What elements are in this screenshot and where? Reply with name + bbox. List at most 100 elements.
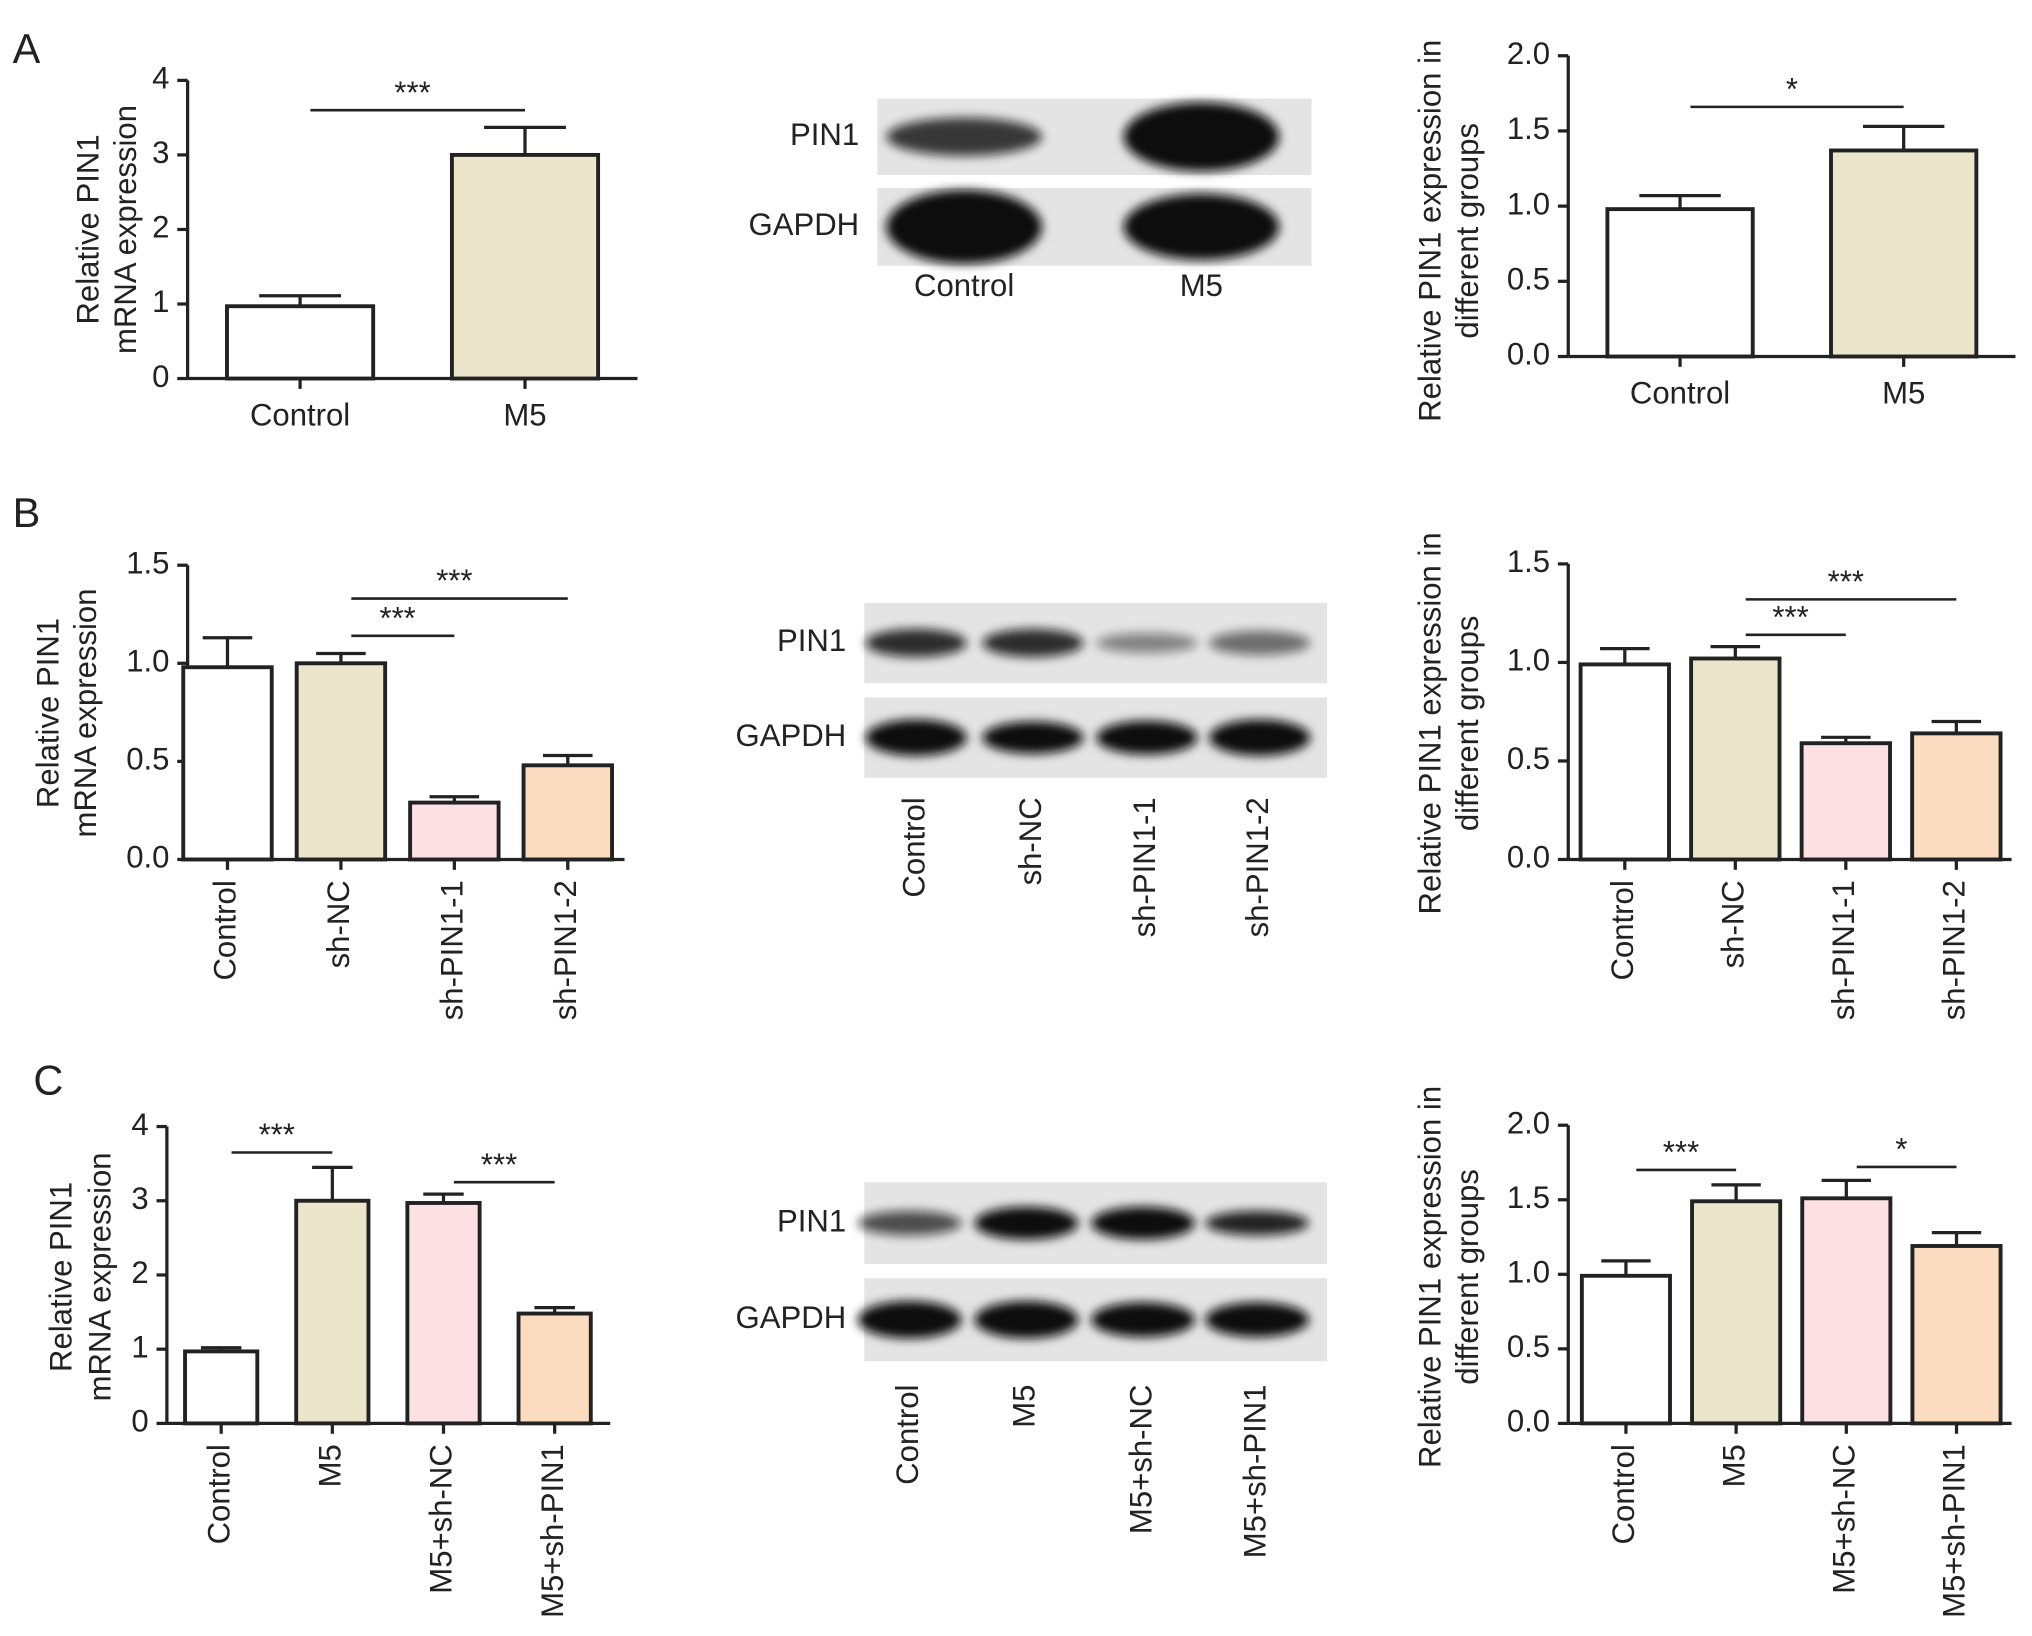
- y-tick-label: 1: [131, 1329, 148, 1364]
- y-tick-label: 1.5: [1507, 544, 1550, 579]
- blot-row-label: PIN1: [790, 117, 859, 152]
- significance-label: ***: [394, 75, 430, 110]
- bar: [1799, 741, 1892, 862]
- x-tick-label: Control: [208, 880, 243, 980]
- x-tick-label: M5+sh-PIN1: [1937, 1444, 1972, 1618]
- y-axis-label: Relative PIN1 expression in: [1412, 40, 1447, 422]
- blot-band: [1209, 630, 1311, 656]
- bar: [1829, 148, 1979, 359]
- x-tick-label: Control: [1606, 1444, 1641, 1544]
- y-axis-label: Relative PIN1: [43, 1182, 78, 1372]
- bar: [1800, 1196, 1893, 1426]
- y-tick-label: 1: [152, 284, 169, 319]
- blot-band: [1091, 1302, 1195, 1338]
- y-tick-label: 4: [152, 61, 169, 96]
- x-tick-label: Control: [1630, 376, 1730, 411]
- significance-label: ***: [1828, 564, 1864, 599]
- y-tick-label: 1.5: [1507, 111, 1550, 146]
- blot-band: [1209, 719, 1311, 756]
- blot-band: [886, 189, 1042, 264]
- significance-label: ***: [379, 600, 415, 635]
- blot-lane-label: sh-PIN1-2: [1240, 797, 1275, 937]
- bar: [183, 1349, 260, 1426]
- bar: [408, 800, 501, 862]
- blot-lane-label: Control: [914, 268, 1014, 303]
- blot-band: [865, 628, 967, 658]
- x-tick-label: M5+sh-NC: [424, 1444, 459, 1594]
- y-tick-label: 0.0: [1507, 840, 1550, 875]
- bar: [516, 1311, 593, 1426]
- significance-label: *: [1895, 1132, 1907, 1167]
- x-tick-label: sh-NC: [1716, 880, 1751, 968]
- blot-row-label: PIN1: [777, 1203, 846, 1238]
- blot-row-label: GAPDH: [749, 207, 860, 242]
- blot-band: [1205, 1302, 1309, 1338]
- blot-band: [974, 1206, 1079, 1240]
- blot-band: [982, 721, 1084, 754]
- bar: [449, 152, 601, 381]
- x-tick-label: Control: [250, 398, 350, 433]
- x-tick-label: M5: [1882, 376, 1925, 411]
- blot-band: [1205, 1210, 1309, 1236]
- blot-band: [982, 628, 1084, 658]
- significance-label: ***: [1663, 1135, 1699, 1170]
- y-axis-label: Relative PIN1: [71, 134, 106, 324]
- blot-band: [1123, 102, 1280, 172]
- y-tick-label: 4: [131, 1107, 148, 1142]
- blot-band: [886, 117, 1042, 156]
- y-axis-label: mRNA expression: [82, 1152, 117, 1401]
- blot-row-label: GAPDH: [736, 718, 847, 753]
- y-tick-label: 1.5: [126, 545, 169, 580]
- bar: [181, 665, 274, 862]
- blot-row-label: PIN1: [777, 623, 846, 658]
- blot-band: [857, 1210, 962, 1236]
- bar: [521, 763, 614, 862]
- y-axis-label: Relative PIN1 expression in: [1412, 1086, 1447, 1468]
- y-tick-label: 1.0: [1507, 1255, 1550, 1290]
- blot-band: [857, 1301, 962, 1339]
- blot-band: [1096, 720, 1198, 755]
- x-tick-label: M5: [313, 1444, 348, 1487]
- y-tick-label: 2: [131, 1255, 148, 1290]
- y-tick-label: 0.5: [126, 742, 169, 777]
- blot-lane-label: M5: [1007, 1385, 1042, 1428]
- x-tick-label: M5: [503, 398, 546, 433]
- panel-label: C: [33, 1057, 63, 1104]
- blot-lane-label: M5+sh-NC: [1123, 1385, 1158, 1535]
- significance-label: *: [1786, 72, 1798, 107]
- y-tick-label: 2.0: [1507, 1105, 1550, 1140]
- y-tick-label: 0.5: [1507, 741, 1550, 776]
- y-axis-label: different groups: [1450, 616, 1485, 832]
- blot-band: [1096, 632, 1198, 654]
- y-tick-label: 2.0: [1507, 36, 1550, 71]
- blot-band: [1091, 1206, 1195, 1240]
- bar: [405, 1201, 482, 1426]
- blot-row-label: GAPDH: [736, 1300, 847, 1335]
- blot-lane-label: sh-PIN1-1: [1127, 797, 1162, 937]
- y-tick-label: 1.0: [1507, 643, 1550, 678]
- significance-label: ***: [436, 563, 472, 598]
- x-tick-label: sh-PIN1-2: [548, 880, 583, 1020]
- blot-band: [865, 719, 967, 756]
- bar: [1605, 207, 1755, 359]
- bar: [294, 1198, 371, 1426]
- y-tick-label: 2: [152, 210, 169, 245]
- y-axis-label: mRNA expression: [108, 105, 143, 354]
- x-tick-label: Control: [201, 1444, 236, 1544]
- bar: [1578, 662, 1671, 862]
- x-tick-label: sh-PIN1-1: [1826, 880, 1861, 1020]
- y-axis-label: Relative PIN1 expression in: [1412, 532, 1447, 914]
- blot-lane-label: Control: [896, 797, 931, 897]
- y-axis-label: different groups: [1450, 123, 1485, 339]
- y-tick-label: 1.0: [1507, 186, 1550, 221]
- bar: [1579, 1273, 1672, 1426]
- y-tick-label: 0.0: [1507, 337, 1550, 372]
- significance-label: ***: [259, 1117, 295, 1152]
- y-tick-label: 3: [131, 1181, 148, 1216]
- y-tick-label: 0.0: [126, 840, 169, 875]
- blot-lane-label: M5+sh-PIN1: [1237, 1385, 1272, 1559]
- y-tick-label: 1.0: [126, 644, 169, 679]
- y-axis-label: different groups: [1450, 1169, 1485, 1385]
- bar: [1689, 656, 1782, 862]
